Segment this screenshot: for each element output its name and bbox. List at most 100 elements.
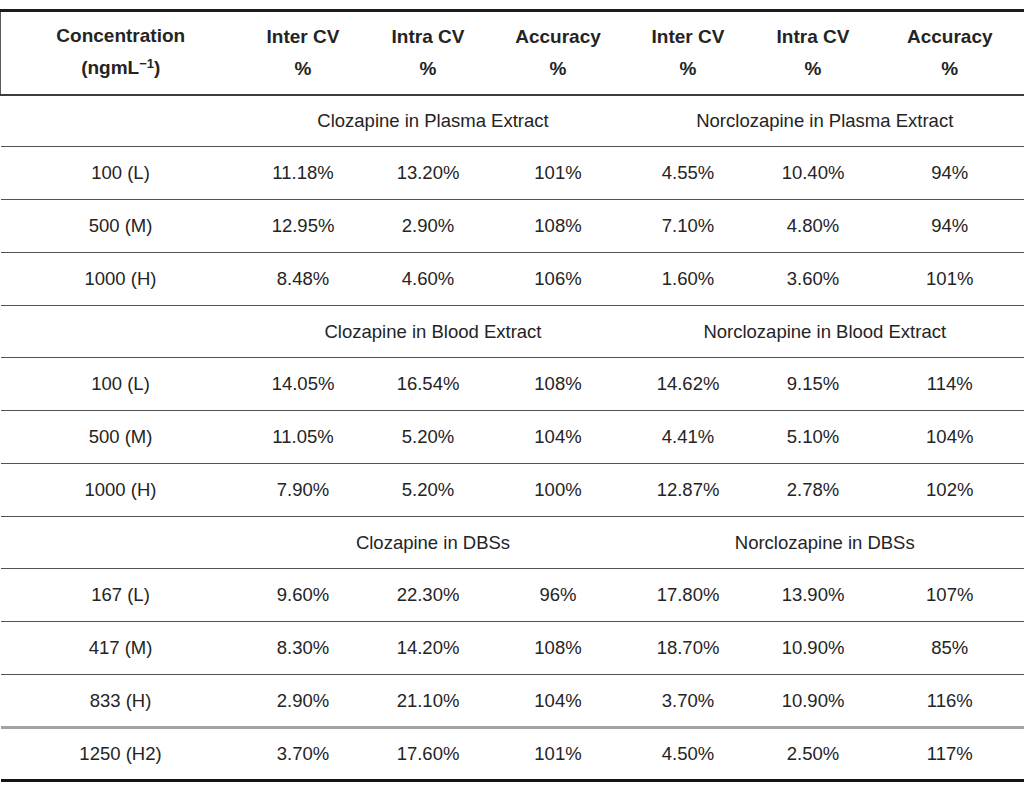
concentration-cell: 500 (M) [1, 200, 241, 253]
table-row: 500 (M) 12.95% 2.90% 108% 7.10% 4.80% 94… [1, 200, 1024, 253]
value-cell: 101% [491, 728, 626, 781]
value-cell: 108% [491, 358, 626, 411]
section-title-right: Norclozapine in Blood Extract [626, 306, 1024, 358]
assay-validation-table: Concentration (ngmL−1) Inter CV % Intra … [0, 9, 1024, 782]
section-header-dbs: Clozapine in DBSs Norclozapine in DBSs [1, 517, 1024, 569]
value-cell: 100% [491, 464, 626, 517]
table-row: 1250 (H2) 3.70% 17.60% 101% 4.50% 2.50% … [1, 728, 1024, 781]
section-header-blood: Clozapine in Blood Extract Norclozapine … [1, 306, 1024, 358]
concentration-cell: 1000 (H) [1, 464, 241, 517]
value-cell: 9.15% [751, 358, 876, 411]
concentration-header-unit: (ngmL−1) [1, 52, 241, 86]
intra-cv-column-header-1: Intra CV % [366, 11, 491, 95]
value-cell: 117% [876, 728, 1024, 781]
value-cell: 5.10% [751, 411, 876, 464]
value-cell: 12.95% [241, 200, 366, 253]
value-cell: 5.20% [366, 411, 491, 464]
value-cell: 116% [876, 675, 1024, 728]
value-cell: 96% [491, 569, 626, 622]
table-row: 1000 (H) 7.90% 5.20% 100% 12.87% 2.78% 1… [1, 464, 1024, 517]
value-cell: 108% [491, 200, 626, 253]
value-cell: 4.50% [626, 728, 751, 781]
value-cell: 8.30% [241, 622, 366, 675]
accuracy-column-header-2: Accuracy % [876, 11, 1024, 95]
table-row: 500 (M) 11.05% 5.20% 104% 4.41% 5.10% 10… [1, 411, 1024, 464]
inter-cv-column-header-2: Inter CV % [626, 11, 751, 95]
concentration-column-header: Concentration (ngmL−1) [1, 11, 241, 95]
value-cell: 2.78% [751, 464, 876, 517]
concentration-cell: 500 (M) [1, 411, 241, 464]
table-row: 167 (L) 9.60% 22.30% 96% 17.80% 13.90% 1… [1, 569, 1024, 622]
concentration-cell: 1000 (H) [1, 253, 241, 306]
value-cell: 104% [876, 411, 1024, 464]
value-cell: 11.18% [241, 147, 366, 200]
value-cell: 12.87% [626, 464, 751, 517]
section-spacer-cell [1, 517, 241, 569]
value-cell: 4.80% [751, 200, 876, 253]
value-cell: 3.70% [626, 675, 751, 728]
concentration-cell: 167 (L) [1, 569, 241, 622]
value-cell: 14.62% [626, 358, 751, 411]
value-cell: 22.30% [366, 569, 491, 622]
section-title-left: Clozapine in DBSs [241, 517, 626, 569]
value-cell: 1.60% [626, 253, 751, 306]
intra-cv-column-header-2: Intra CV % [751, 11, 876, 95]
value-cell: 18.70% [626, 622, 751, 675]
value-cell: 17.80% [626, 569, 751, 622]
value-cell: 17.60% [366, 728, 491, 781]
value-cell: 14.05% [241, 358, 366, 411]
value-cell: 21.10% [366, 675, 491, 728]
value-cell: 7.90% [241, 464, 366, 517]
concentration-cell: 1250 (H2) [1, 728, 241, 781]
section-title-right: Norclozapine in DBSs [626, 517, 1024, 569]
value-cell: 108% [491, 622, 626, 675]
section-header-plasma: Clozapine in Plasma Extract Norclozapine… [1, 95, 1024, 147]
table-row: 833 (H) 2.90% 21.10% 104% 3.70% 10.90% 1… [1, 675, 1024, 728]
unit-exponent: −1 [139, 56, 154, 71]
value-cell: 94% [876, 200, 1024, 253]
value-cell: 5.20% [366, 464, 491, 517]
value-cell: 102% [876, 464, 1024, 517]
concentration-cell: 417 (M) [1, 622, 241, 675]
concentration-cell: 100 (L) [1, 147, 241, 200]
value-cell: 11.05% [241, 411, 366, 464]
concentration-cell: 100 (L) [1, 358, 241, 411]
concentration-header-title: Concentration [1, 20, 241, 52]
inter-cv-column-header-1: Inter CV % [241, 11, 366, 95]
value-cell: 4.60% [366, 253, 491, 306]
value-cell: 7.10% [626, 200, 751, 253]
value-cell: 106% [491, 253, 626, 306]
value-cell: 3.70% [241, 728, 366, 781]
value-cell: 16.54% [366, 358, 491, 411]
value-cell: 4.55% [626, 147, 751, 200]
table-row: 100 (L) 11.18% 13.20% 101% 4.55% 10.40% … [1, 147, 1024, 200]
section-title-left: Clozapine in Plasma Extract [241, 95, 626, 147]
value-cell: 2.90% [366, 200, 491, 253]
value-cell: 101% [876, 253, 1024, 306]
value-cell: 85% [876, 622, 1024, 675]
value-cell: 104% [491, 411, 626, 464]
value-cell: 107% [876, 569, 1024, 622]
value-cell: 94% [876, 147, 1024, 200]
table-row: 100 (L) 14.05% 16.54% 108% 14.62% 9.15% … [1, 358, 1024, 411]
value-cell: 9.60% [241, 569, 366, 622]
value-cell: 14.20% [366, 622, 491, 675]
value-cell: 10.90% [751, 675, 876, 728]
value-cell: 114% [876, 358, 1024, 411]
accuracy-column-header-1: Accuracy % [491, 11, 626, 95]
value-cell: 13.90% [751, 569, 876, 622]
table-row: 1000 (H) 8.48% 4.60% 106% 1.60% 3.60% 10… [1, 253, 1024, 306]
value-cell: 104% [491, 675, 626, 728]
value-cell: 4.41% [626, 411, 751, 464]
value-cell: 10.90% [751, 622, 876, 675]
section-spacer-cell [1, 95, 241, 147]
value-cell: 10.40% [751, 147, 876, 200]
section-spacer-cell [1, 306, 241, 358]
section-title-left: Clozapine in Blood Extract [241, 306, 626, 358]
paper-table-page: Concentration (ngmL−1) Inter CV % Intra … [0, 0, 1024, 790]
value-cell: 3.60% [751, 253, 876, 306]
value-cell: 101% [491, 147, 626, 200]
section-title-right: Norclozapine in Plasma Extract [626, 95, 1024, 147]
concentration-cell: 833 (H) [1, 675, 241, 728]
value-cell: 2.90% [241, 675, 366, 728]
